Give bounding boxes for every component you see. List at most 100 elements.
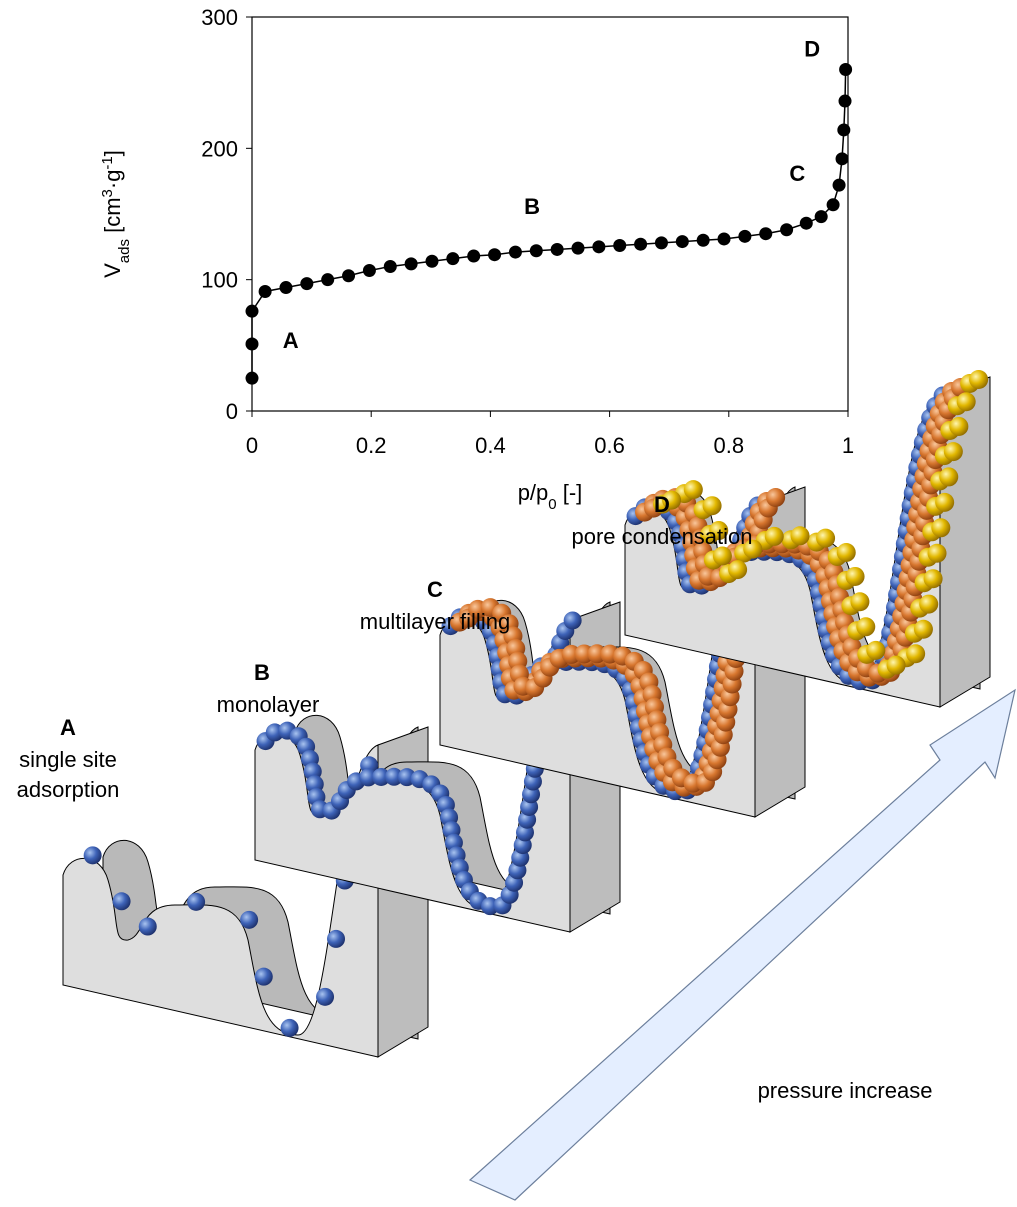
adsorbed-molecule <box>703 496 722 515</box>
adsorbed-molecule <box>816 529 835 548</box>
adsorbed-molecule <box>327 930 345 948</box>
data-point <box>676 235 689 248</box>
adsorbed-molecule <box>837 543 856 562</box>
adsorbed-molecule <box>887 656 906 675</box>
adsorbed-molecule <box>713 547 732 566</box>
data-point <box>446 252 459 265</box>
data-point <box>839 95 852 108</box>
data-point <box>363 264 376 277</box>
adsorbed-molecule <box>791 526 810 545</box>
data-point <box>839 63 852 76</box>
point-annotation: C <box>789 161 805 186</box>
data-point <box>800 217 813 230</box>
adsorbed-molecule <box>906 644 925 663</box>
adsorbed-molecule <box>931 518 950 537</box>
data-point <box>837 123 850 136</box>
adsorbed-molecule <box>924 569 943 588</box>
data-point <box>759 227 772 240</box>
adsorbed-molecule <box>281 1019 299 1037</box>
data-point <box>509 246 522 259</box>
stage-label: adsorption <box>17 777 120 802</box>
stage-letter: A <box>60 715 76 740</box>
data-point <box>467 250 480 263</box>
stage-letter: D <box>654 492 670 517</box>
adsorbed-molecule <box>766 488 785 507</box>
data-point <box>738 230 751 243</box>
label-part: ·g <box>100 170 125 190</box>
label-part: 0 <box>548 496 556 513</box>
adsorbed-molecule <box>866 641 885 660</box>
data-point <box>246 372 259 385</box>
adsorbed-molecule <box>846 567 865 586</box>
page: 010020030000.20.40.60.81p/p0 [-]Vads [cm… <box>0 0 1017 1207</box>
data-point <box>246 338 259 351</box>
stage-label: multilayer filling <box>360 609 510 634</box>
label-part: [-] <box>557 480 583 505</box>
y-tick-label: 0 <box>226 399 238 424</box>
x-tick-label: 0.6 <box>594 433 625 458</box>
x-tick-label: 0 <box>246 433 258 458</box>
adsorbed-molecule <box>935 493 954 512</box>
x-axis-label: p/p0 [-] <box>518 480 583 513</box>
data-point <box>815 210 828 223</box>
point-annotation: B <box>524 194 540 219</box>
adsorbed-molecule <box>944 442 963 461</box>
point-annotation: D <box>804 36 820 61</box>
diagram <box>63 370 990 1057</box>
data-point <box>655 236 668 249</box>
data-point <box>697 234 710 247</box>
data-point <box>425 255 438 268</box>
adsorbed-molecule <box>240 911 258 929</box>
stage-label: monolayer <box>217 692 320 717</box>
stage-label: single site <box>19 747 117 772</box>
label-part: ads <box>116 239 133 263</box>
adsorbed-molecule <box>684 480 703 499</box>
adsorbed-molecule <box>949 417 968 436</box>
data-point <box>572 242 585 255</box>
adsorbed-molecule <box>969 370 988 389</box>
adsorbed-molecule <box>850 592 869 611</box>
data-point <box>321 273 334 286</box>
data-point <box>634 238 647 251</box>
adsorbed-molecule <box>187 893 205 911</box>
y-axis-label: Vads [cm3·g-1] <box>99 150 133 278</box>
data-point <box>246 305 259 318</box>
label-part: p/p <box>518 480 549 505</box>
adsorbed-molecule <box>914 620 933 639</box>
x-tick-label: 0.8 <box>714 433 745 458</box>
data-point <box>279 281 292 294</box>
stage-letter: B <box>254 660 270 685</box>
data-point <box>827 198 840 211</box>
data-point <box>530 244 543 257</box>
data-point <box>780 223 793 236</box>
x-tick-label: 1 <box>842 433 854 458</box>
adsorbed-molecule <box>113 892 131 910</box>
y-tick-label: 200 <box>201 136 238 161</box>
adsorbed-molecule <box>856 617 875 636</box>
plot-frame <box>252 17 848 411</box>
data-point <box>836 152 849 165</box>
point-annotation: A <box>283 328 299 353</box>
label-part: [cm <box>100 197 125 239</box>
arrow-label: pressure increase <box>758 1078 933 1103</box>
data-point <box>300 277 313 290</box>
data-point <box>259 285 272 298</box>
data-point <box>342 269 355 282</box>
data-point <box>384 260 397 273</box>
adsorbed-molecule <box>564 611 582 629</box>
adsorbed-molecule <box>939 467 958 486</box>
label-part: ] <box>100 150 125 156</box>
y-tick-label: 300 <box>201 5 238 30</box>
adsorbed-molecule <box>957 392 976 411</box>
adsorbed-molecule <box>919 595 938 614</box>
data-point <box>405 257 418 270</box>
adsorbed-molecule <box>316 988 334 1006</box>
adsorbed-molecule <box>84 846 102 864</box>
figure: 010020030000.20.40.60.81p/p0 [-]Vads [cm… <box>0 0 1017 1207</box>
adsorbed-molecule <box>728 560 747 579</box>
x-tick-label: 0.4 <box>475 433 506 458</box>
data-point <box>613 239 626 252</box>
y-tick-label: 100 <box>201 268 238 293</box>
stage-label: pore condensation <box>571 524 752 549</box>
data-point <box>551 243 564 256</box>
